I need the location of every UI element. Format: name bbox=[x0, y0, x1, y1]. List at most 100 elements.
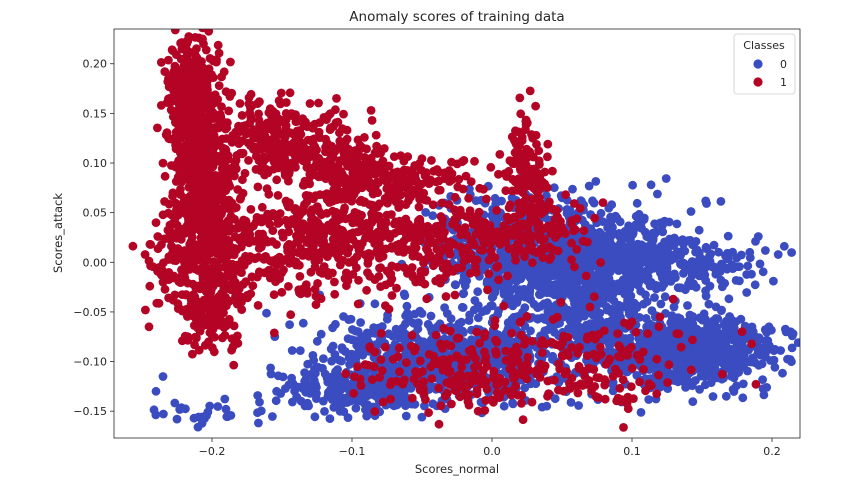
point-class-0 bbox=[255, 397, 264, 407]
point-class-0 bbox=[663, 384, 673, 393]
point-class-0 bbox=[608, 386, 618, 396]
point-class-0 bbox=[410, 309, 420, 319]
point-class-0 bbox=[742, 288, 752, 297]
point-class-0 bbox=[300, 368, 309, 377]
point-class-0 bbox=[440, 303, 449, 312]
point-class-0 bbox=[631, 212, 641, 221]
point-class-0 bbox=[341, 393, 351, 403]
point-class-0 bbox=[421, 208, 431, 217]
point-class-0 bbox=[608, 282, 618, 291]
point-class-0 bbox=[656, 299, 666, 309]
point-class-0 bbox=[467, 335, 476, 345]
point-class-0 bbox=[402, 308, 412, 318]
point-class-1 bbox=[185, 47, 195, 57]
point-class-0 bbox=[712, 322, 722, 332]
point-class-0 bbox=[793, 338, 800, 347]
point-class-0 bbox=[536, 301, 546, 311]
point-class-1 bbox=[285, 88, 295, 98]
point-class-1 bbox=[202, 255, 212, 264]
point-class-0 bbox=[567, 324, 577, 334]
point-class-1 bbox=[279, 150, 288, 160]
point-class-1 bbox=[169, 81, 179, 91]
point-class-1 bbox=[330, 147, 340, 157]
point-class-0 bbox=[702, 256, 711, 265]
point-class-1 bbox=[178, 118, 188, 128]
point-class-0 bbox=[708, 392, 718, 401]
point-class-1 bbox=[371, 130, 381, 140]
point-class-1 bbox=[237, 149, 247, 159]
point-class-0 bbox=[462, 276, 472, 286]
point-class-0 bbox=[701, 369, 710, 379]
point-class-0 bbox=[320, 369, 330, 379]
point-class-0 bbox=[345, 360, 354, 369]
point-class-0 bbox=[316, 329, 326, 339]
point-class-0 bbox=[566, 307, 575, 317]
point-class-0 bbox=[589, 236, 599, 245]
point-class-1 bbox=[229, 360, 239, 370]
point-class-1 bbox=[189, 321, 199, 330]
point-class-0 bbox=[596, 208, 606, 218]
point-class-0 bbox=[223, 412, 232, 421]
point-class-1 bbox=[210, 90, 220, 100]
point-class-1 bbox=[255, 97, 264, 107]
point-class-1 bbox=[213, 40, 223, 50]
point-class-0 bbox=[253, 408, 262, 418]
point-class-1 bbox=[229, 321, 239, 331]
point-class-1 bbox=[287, 109, 296, 118]
point-class-1 bbox=[200, 228, 210, 238]
point-class-1 bbox=[339, 147, 348, 157]
point-class-0 bbox=[409, 318, 418, 328]
point-class-0 bbox=[464, 316, 474, 325]
point-class-1 bbox=[209, 224, 219, 234]
point-class-0 bbox=[650, 293, 659, 302]
point-class-0 bbox=[688, 397, 698, 406]
point-class-1 bbox=[284, 282, 293, 291]
point-class-0 bbox=[758, 375, 767, 384]
point-class-1 bbox=[332, 94, 341, 103]
point-class-0 bbox=[428, 211, 438, 221]
point-class-0 bbox=[551, 285, 560, 294]
point-class-1 bbox=[194, 184, 204, 194]
point-class-0 bbox=[194, 412, 204, 422]
point-class-0 bbox=[691, 376, 700, 385]
point-class-0 bbox=[642, 297, 652, 306]
point-class-0 bbox=[532, 278, 541, 287]
point-class-1 bbox=[219, 302, 229, 311]
point-class-0 bbox=[564, 282, 573, 291]
point-class-0 bbox=[760, 347, 770, 356]
point-class-0 bbox=[670, 269, 679, 279]
point-class-0 bbox=[721, 336, 731, 346]
point-class-0 bbox=[688, 319, 698, 329]
point-class-0 bbox=[646, 180, 656, 190]
point-class-0 bbox=[473, 313, 483, 323]
point-class-1 bbox=[238, 280, 248, 289]
point-class-0 bbox=[647, 306, 657, 315]
point-class-1 bbox=[294, 146, 303, 156]
point-class-0 bbox=[375, 335, 385, 345]
point-class-1 bbox=[160, 171, 170, 181]
point-class-0 bbox=[568, 274, 577, 283]
point-class-0 bbox=[499, 401, 509, 411]
point-class-0 bbox=[650, 219, 659, 229]
point-class-0 bbox=[714, 247, 723, 257]
point-class-0 bbox=[359, 332, 369, 342]
point-class-1 bbox=[267, 112, 277, 122]
point-class-1 bbox=[208, 145, 218, 155]
point-class-1 bbox=[214, 189, 223, 198]
point-class-0 bbox=[575, 291, 585, 300]
point-class-0 bbox=[633, 222, 642, 232]
point-class-0 bbox=[716, 197, 726, 206]
point-class-1 bbox=[172, 50, 181, 59]
point-class-0 bbox=[763, 336, 773, 346]
point-class-0 bbox=[648, 228, 658, 238]
point-class-0 bbox=[298, 318, 308, 328]
point-class-0 bbox=[656, 267, 665, 277]
point-class-0 bbox=[609, 241, 618, 251]
point-class-1 bbox=[284, 176, 293, 186]
point-class-0 bbox=[613, 315, 623, 325]
point-class-0 bbox=[312, 336, 322, 346]
point-class-0 bbox=[205, 401, 215, 411]
point-class-0 bbox=[526, 295, 535, 304]
point-class-1 bbox=[227, 334, 237, 344]
point-class-0 bbox=[574, 299, 583, 309]
